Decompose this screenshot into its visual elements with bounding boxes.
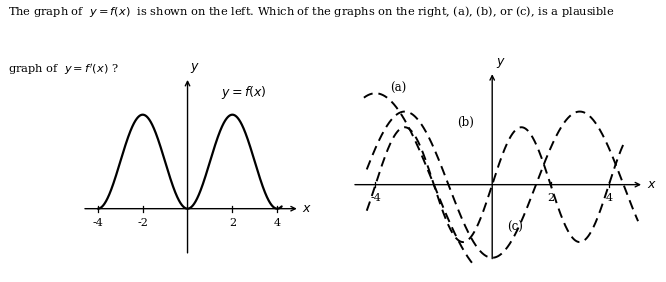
Text: (a): (a): [390, 82, 406, 95]
Text: $y$: $y$: [496, 56, 505, 69]
Text: 2: 2: [547, 193, 554, 203]
Text: 4: 4: [274, 218, 281, 228]
Text: 2: 2: [229, 218, 236, 228]
Text: The graph of  $y = f(x)$  is shown on the left. Which of the graphs on the right: The graph of $y = f(x)$ is shown on the …: [8, 4, 615, 19]
Text: graph of  $y = f'(x)$ ?: graph of $y = f'(x)$ ?: [8, 62, 119, 77]
Text: $y$: $y$: [190, 61, 200, 75]
Text: (b): (b): [457, 116, 474, 129]
Text: -4: -4: [93, 218, 103, 228]
Text: $y = f(x)$: $y = f(x)$: [221, 83, 266, 101]
Text: -4: -4: [370, 193, 381, 203]
Text: -2: -2: [137, 218, 148, 228]
Text: $x$: $x$: [302, 202, 312, 215]
Text: (c): (c): [507, 221, 523, 234]
Text: $x$: $x$: [647, 178, 657, 191]
Text: 4: 4: [605, 193, 613, 203]
